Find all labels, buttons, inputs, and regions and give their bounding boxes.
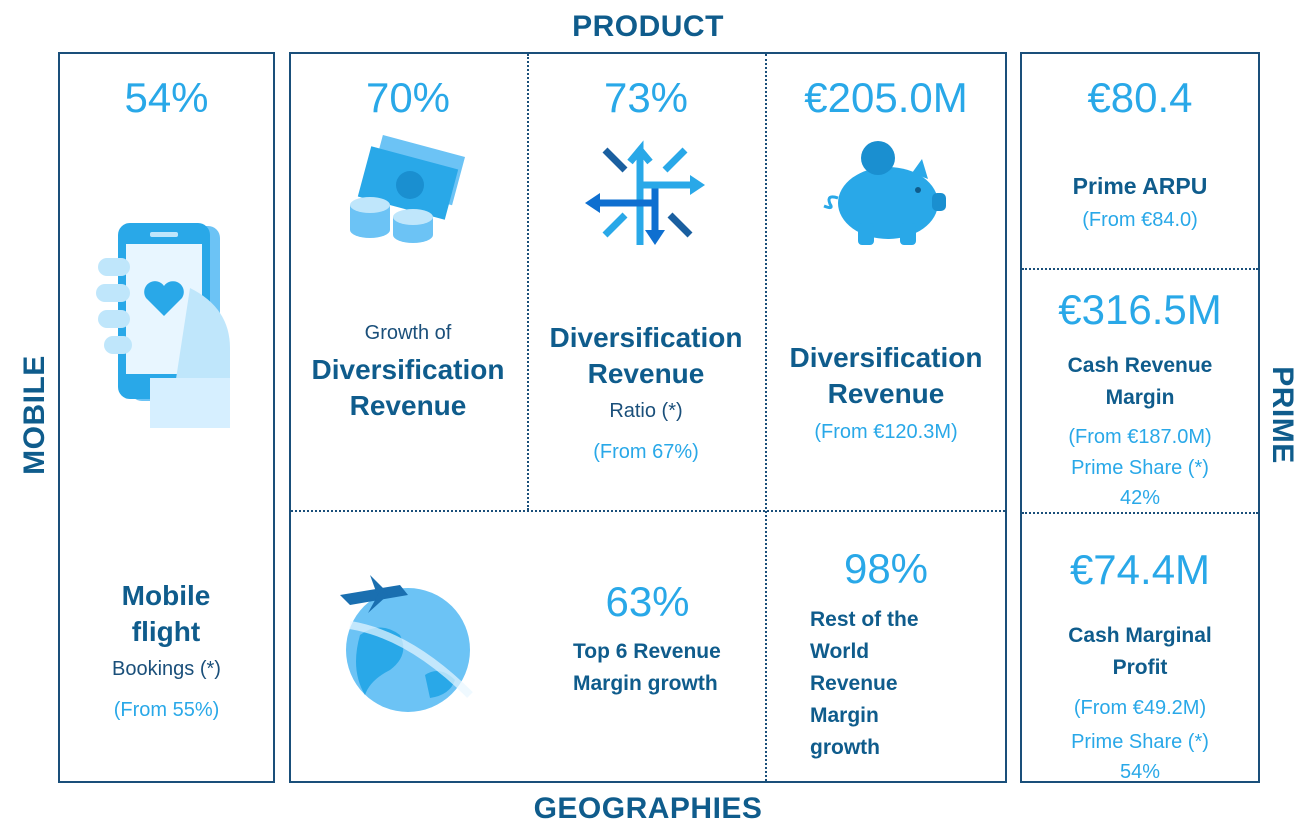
kpi-value: 73% bbox=[527, 74, 765, 122]
kpi-title: Diversification Revenue bbox=[532, 320, 760, 392]
kpi-note: (From €84.0) bbox=[1020, 204, 1260, 236]
kpi-value: 98% bbox=[765, 545, 1007, 593]
globe-icon bbox=[330, 565, 480, 715]
kpi-value: 54% bbox=[58, 74, 275, 122]
page: {"labels": {"top": "PRODUCT", "bottom": … bbox=[0, 0, 1300, 830]
kpi-value: €205.0M bbox=[765, 74, 1007, 122]
kpi-title: Cash Marginal Profit bbox=[1050, 620, 1230, 684]
kpi-title: Diversification Revenue bbox=[294, 352, 522, 424]
kpi-subtitle: Ratio (*) bbox=[527, 400, 765, 423]
kpi-title: Top 6 Revenue Margin growth bbox=[573, 636, 753, 700]
divider bbox=[291, 510, 1005, 512]
share-value: 54% bbox=[1020, 756, 1260, 782]
divider bbox=[1022, 268, 1258, 270]
bottom-label: GEOGRAPHIES bbox=[498, 792, 798, 826]
kpi-note: (From 55%) bbox=[58, 694, 275, 726]
right-label: PRIME bbox=[1265, 315, 1299, 515]
kpi-value: €316.5M bbox=[1020, 286, 1260, 334]
kpi-note: (From €120.3M) bbox=[765, 416, 1007, 448]
kpi-value: €74.4M bbox=[1020, 546, 1260, 594]
kpi-title: Prime ARPU bbox=[1020, 170, 1260, 202]
share-label: Prime Share (*) bbox=[1020, 452, 1260, 484]
kpi-note: (From €49.2M) bbox=[1020, 692, 1260, 724]
money-icon bbox=[345, 135, 470, 250]
divider bbox=[1022, 512, 1258, 514]
left-label: MOBILE bbox=[18, 315, 52, 515]
kpi-title: Rest of the World Revenue Margin growth bbox=[810, 604, 950, 764]
arrows-icon bbox=[585, 135, 710, 250]
kpi-value: 70% bbox=[289, 74, 527, 122]
kpi-note: (From €187.0M) bbox=[1020, 421, 1260, 453]
kpi-note: (From 67%) bbox=[527, 436, 765, 468]
piggy-icon bbox=[820, 138, 950, 248]
kpi-title: Diversification Revenue bbox=[771, 340, 1001, 412]
kpi-title: Mobile flight bbox=[96, 578, 236, 650]
kpi-subtitle: Bookings (*) bbox=[58, 658, 275, 681]
kpi-title: Cash Revenue Margin bbox=[1050, 350, 1230, 414]
kpi-value: 63% bbox=[560, 578, 735, 626]
share-label: Prime Share (*) bbox=[1020, 726, 1260, 758]
share-value: 42% bbox=[1020, 482, 1260, 508]
kpi-pretitle: Growth of bbox=[289, 322, 527, 345]
top-label: PRODUCT bbox=[548, 10, 748, 44]
kpi-value: €80.4 bbox=[1020, 74, 1260, 122]
phone-icon bbox=[90, 218, 250, 433]
